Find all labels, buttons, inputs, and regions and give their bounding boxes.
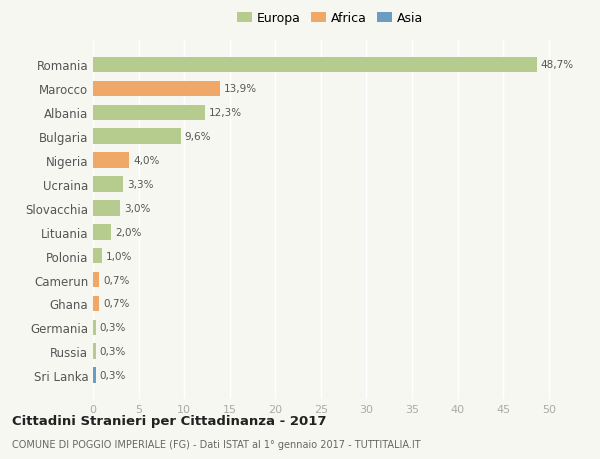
Bar — [93, 320, 96, 336]
Bar — [93, 153, 130, 168]
Bar — [93, 224, 111, 240]
Bar — [93, 344, 96, 359]
Bar — [93, 57, 537, 73]
Text: 0,7%: 0,7% — [103, 299, 130, 309]
Text: 0,7%: 0,7% — [103, 275, 130, 285]
Text: 0,3%: 0,3% — [100, 347, 126, 357]
Bar — [93, 81, 220, 97]
Bar — [93, 177, 123, 192]
Text: 1,0%: 1,0% — [106, 251, 132, 261]
Text: 48,7%: 48,7% — [541, 60, 574, 70]
Bar — [93, 368, 96, 383]
Text: 13,9%: 13,9% — [223, 84, 256, 94]
Text: 0,3%: 0,3% — [100, 370, 126, 381]
Text: 12,3%: 12,3% — [209, 108, 242, 118]
Text: 9,6%: 9,6% — [184, 132, 211, 142]
Text: 3,3%: 3,3% — [127, 179, 153, 190]
Text: 4,0%: 4,0% — [133, 156, 160, 166]
Bar — [93, 129, 181, 145]
Bar — [93, 105, 205, 121]
Text: COMUNE DI POGGIO IMPERIALE (FG) - Dati ISTAT al 1° gennaio 2017 - TUTTITALIA.IT: COMUNE DI POGGIO IMPERIALE (FG) - Dati I… — [12, 440, 421, 449]
Bar — [93, 296, 100, 312]
Bar — [93, 272, 100, 288]
Text: 3,0%: 3,0% — [124, 203, 151, 213]
Legend: Europa, Africa, Asia: Europa, Africa, Asia — [235, 10, 425, 28]
Text: 0,3%: 0,3% — [100, 323, 126, 333]
Text: Cittadini Stranieri per Cittadinanza - 2017: Cittadini Stranieri per Cittadinanza - 2… — [12, 414, 326, 428]
Bar — [93, 248, 102, 264]
Text: 2,0%: 2,0% — [115, 227, 141, 237]
Bar — [93, 201, 121, 216]
